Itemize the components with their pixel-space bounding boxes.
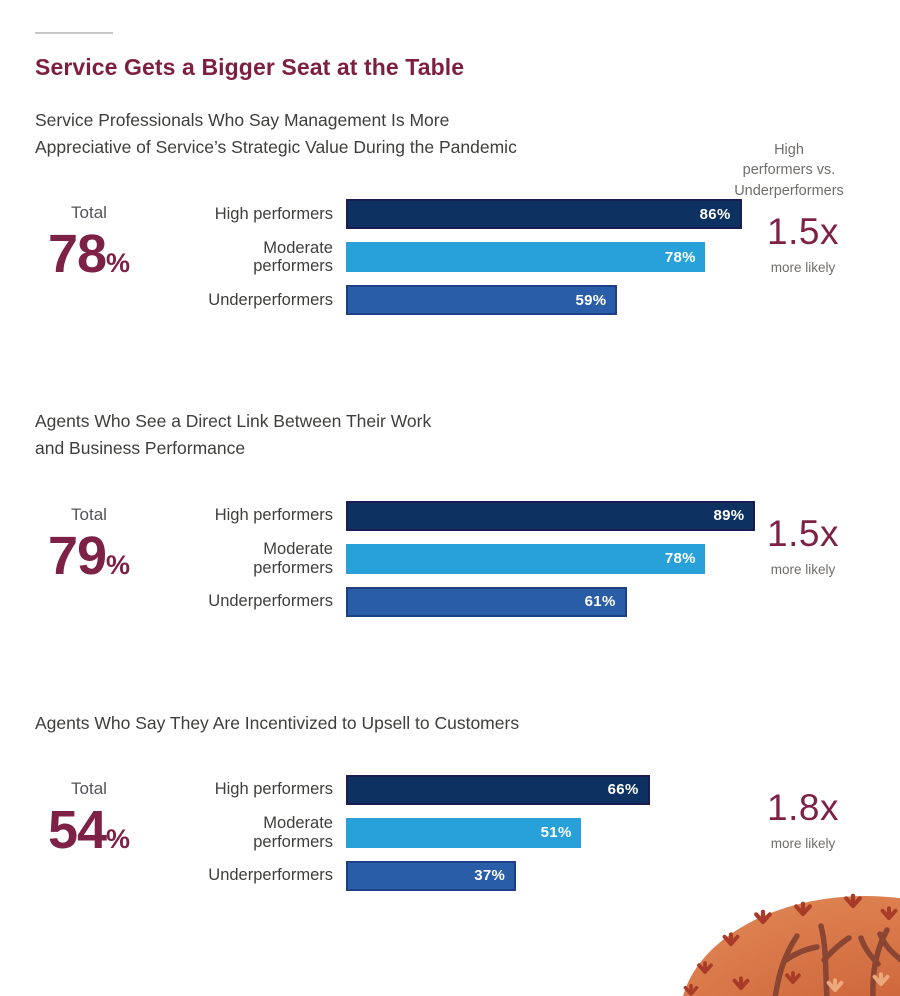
multiplier-callout: 1.5x more likely [723,513,883,577]
bar-category-label: Moderate performers [253,238,333,276]
bar-value-label: 66% [607,781,639,799]
bar-category-label: Moderate performers [253,540,333,577]
bar-row: Moderate performers 78% [143,540,755,577]
bar: 86% [346,199,742,230]
multiplier-caption: more likely [770,260,836,276]
chart-heading: Agents Who Say They Are Incentivized to … [35,712,520,733]
bar-value-label: 51% [540,824,572,842]
total-callout: Total 78% [35,199,143,328]
bar-value-label: 61% [584,593,616,610]
bar: 78% [346,242,705,273]
bar-row: High performers 66% [143,774,650,805]
percent-sign: % [106,549,131,580]
total-number: 79 [47,525,107,586]
bar-category-label: High performers [214,506,333,525]
total-callout: Total 79% [35,501,143,630]
total-label: Total [71,504,107,524]
bar: 51% [346,817,581,848]
total-value: 79% [35,529,143,583]
bar-row: Moderate performers 78% [143,239,742,275]
multiplier-value: 1.5x [767,512,839,554]
bar-row: High performers 86% [143,199,742,230]
chart-heading: Agents Who See a Direct Link Between The… [35,411,432,459]
chart-section: Agents Who See a Direct Link Between The… [35,408,865,629]
bar-row: High performers 89% [143,500,756,531]
bar-value-label: 89% [713,507,745,524]
bar-category-label: Underperformers [208,291,333,310]
bar-value-label: 37% [474,867,506,885]
bar-row: Moderate performers 51% [143,814,650,851]
page-title: Service Gets a Bigger Seat at the Table [35,54,465,80]
multiplier-value: 1.5x [767,211,839,253]
bar-rows: High performers 66% Moderate performers 51%… [143,774,650,904]
bar-category-label: Moderate performers [253,814,333,851]
bar-chart: Total 79% High performers 89% Moderate per… [35,500,865,630]
multiplier-callout: 1.8x more likely [723,787,883,851]
bar-category-label: Underperformers [208,592,333,611]
total-value: 78% [35,227,143,281]
bar-chart: Total 78% High performers 86% Moderate per… [35,199,865,328]
top-divider [35,32,113,34]
bar: 59% [346,285,618,316]
multiplier-callout: 1.5x more likely [723,211,883,275]
chart-heading: Service Professionals Who Say Management… [35,110,517,158]
bar-chart: Total 54% High performers 66% Moderate per… [35,774,865,904]
bar-value-label: 78% [664,550,696,567]
bar-row: Underperformers 59% [143,285,742,316]
bar: 66% [346,774,650,805]
bar: 61% [346,586,627,617]
total-value: 54% [35,803,143,857]
total-callout: Total 54% [35,775,143,904]
total-label: Total [71,203,107,223]
bar-category-label: High performers [214,205,333,224]
multiplier-value: 1.8x [767,786,839,828]
tree-canopy-illustration [683,888,900,996]
bar-category-label: Underperformers [208,866,333,885]
bar-value-label: 59% [575,291,607,309]
multiplier-caption: more likely [770,835,836,851]
bar-row: Underperformers 61% [143,586,755,617]
bar: 37% [346,860,517,891]
chart-section: Service Professionals Who Say Management… [35,107,865,328]
bar-rows: High performers 86% Moderate performers 78%… [143,199,742,328]
chart-section: Agents Who Say They Are Incentivized to … [35,710,865,904]
bar: 78% [346,543,705,574]
total-number: 78 [47,224,107,285]
chart-sections: Service Professionals Who Say Management… [35,107,865,904]
bar-value-label: 78% [664,248,696,266]
bar-row: Underperformers 37% [143,860,650,891]
total-number: 54 [47,799,107,860]
bar-rows: High performers 89% Moderate performers 78%… [143,500,756,630]
bar-category-label: High performers [214,780,333,799]
bar: 89% [346,500,756,531]
percent-sign: % [106,823,131,854]
percent-sign: % [106,248,131,279]
bar-value-label: 86% [699,205,731,223]
total-label: Total [71,778,107,798]
comparison-note: High performers vs. Underperformers [734,142,844,199]
multiplier-caption: more likely [770,561,836,577]
